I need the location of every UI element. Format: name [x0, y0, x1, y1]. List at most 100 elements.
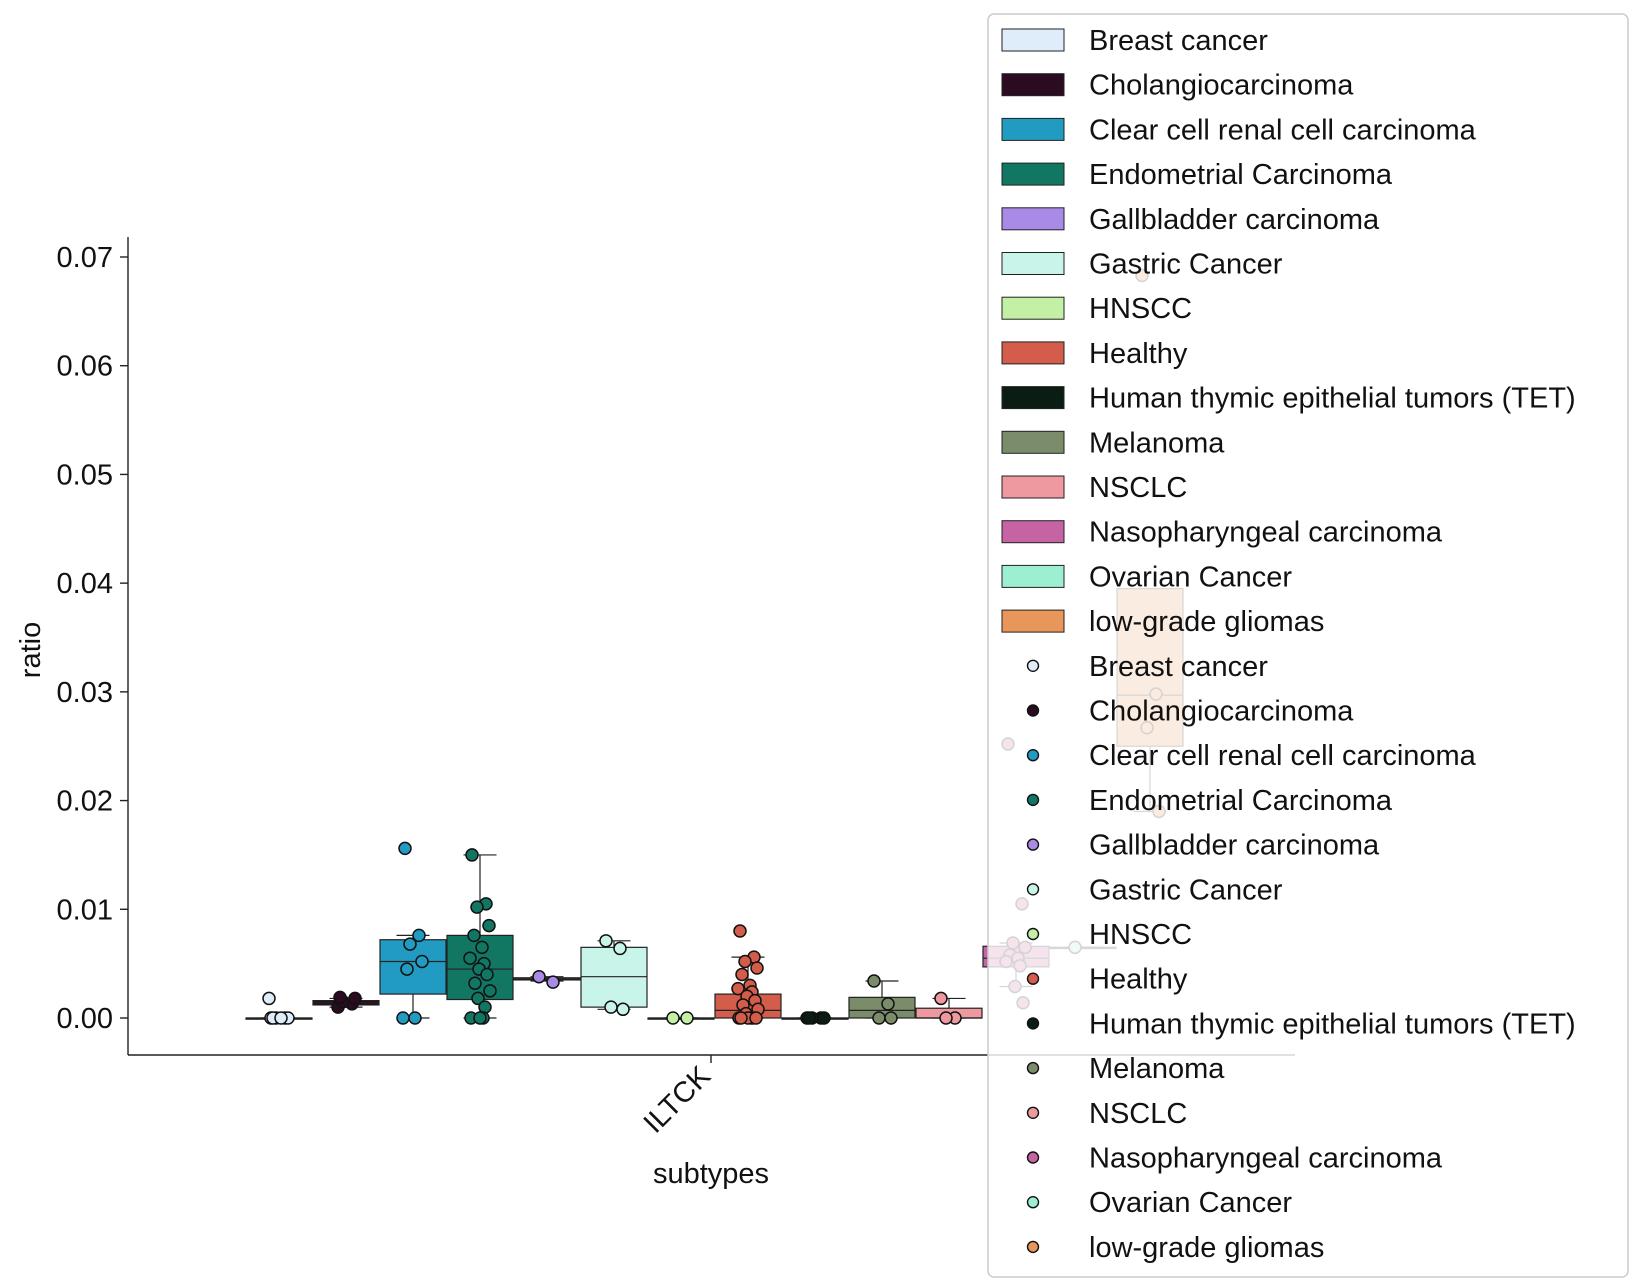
box-group	[580, 934, 648, 1017]
legend-patch	[1001, 430, 1065, 454]
legend-entry-label: Clear cell renal cell carcinoma	[1089, 740, 1477, 772]
legend-entry-label: low-grade gliomas	[1089, 1232, 1324, 1264]
x-tick-label: ILTCK	[638, 1060, 718, 1140]
data-point	[546, 975, 560, 989]
legend-entry-label: Nasopharyngeal carcinoma	[1089, 517, 1443, 549]
legend-entry-label: Endometrial Carcinoma	[1089, 159, 1393, 191]
legend-entry-label: Gallbladder carcinoma	[1089, 830, 1380, 862]
legend-marker	[1026, 1195, 1040, 1209]
data-point	[738, 954, 752, 969]
data-point	[532, 969, 546, 984]
legend-entry-label: Gastric Cancer	[1089, 249, 1283, 281]
box-group	[915, 991, 983, 1025]
box-group	[379, 841, 447, 1025]
data-point	[262, 991, 276, 1006]
legend-entry-label: HNSCC	[1089, 919, 1192, 951]
legend-marker	[1026, 704, 1040, 717]
legend-patch	[1001, 73, 1065, 97]
box-group	[781, 1011, 849, 1025]
data-point	[412, 928, 426, 943]
data-point	[398, 841, 412, 856]
legend-marker	[1026, 883, 1040, 896]
y-tick-label: 0.05	[57, 459, 113, 491]
legend-marker	[1026, 749, 1040, 762]
data-point	[465, 848, 479, 862]
data-point	[604, 1000, 618, 1014]
data-point	[616, 1002, 630, 1017]
legend-marker	[1026, 1240, 1040, 1254]
legend-marker	[1026, 1151, 1040, 1164]
data-point	[480, 967, 494, 982]
legend-marker	[1026, 972, 1040, 985]
data-point	[415, 954, 429, 969]
box-group	[446, 848, 514, 1025]
y-tick-label: 0.06	[57, 351, 113, 383]
legend-marker	[1026, 1106, 1040, 1120]
x-axis-label: subtypes	[653, 1158, 769, 1190]
legend-entry-label: Healthy	[1089, 338, 1188, 370]
legend-entry-label: HNSCC	[1089, 293, 1192, 325]
data-point	[750, 961, 764, 975]
legend-patch	[1001, 564, 1065, 588]
legend-entry-label: Human thymic epithelial tumors (TET)	[1089, 383, 1576, 415]
legend-patch	[1001, 28, 1065, 52]
y-tick-label: 0.02	[57, 786, 113, 818]
legend-entry-label: Nasopharyngeal carcinoma	[1089, 1143, 1443, 1175]
legend-entry-label: Ovarian Cancer	[1089, 1187, 1292, 1219]
legend-entry-label: NSCLC	[1089, 472, 1187, 504]
legend-marker	[1026, 927, 1040, 941]
data-point	[348, 991, 362, 1006]
y-tick-label: 0.03	[57, 677, 113, 709]
box-group	[513, 969, 581, 989]
box-group	[312, 990, 380, 1014]
legend-marker	[1026, 1061, 1040, 1075]
y-tick-label: 0.04	[57, 568, 113, 600]
legend-entry-label: Endometrial Carcinoma	[1089, 785, 1393, 817]
data-point	[463, 951, 477, 965]
data-point	[733, 924, 747, 938]
data-point	[471, 991, 485, 1006]
data-point	[817, 1011, 831, 1025]
data-point	[735, 967, 749, 982]
data-point	[749, 1011, 763, 1025]
legend-patch	[1001, 520, 1065, 544]
legend-patch	[1001, 207, 1065, 231]
legend-entry-label: Melanoma	[1089, 1053, 1225, 1085]
data-point	[872, 1011, 886, 1025]
legend-entry-label: Melanoma	[1089, 427, 1225, 459]
legend-marker	[1026, 838, 1040, 851]
box-group	[245, 991, 313, 1025]
legend-patch	[1001, 162, 1065, 186]
data-point	[599, 934, 613, 948]
legend-marker	[1026, 659, 1040, 672]
data-point	[680, 1011, 694, 1025]
legend-marker	[1026, 1017, 1040, 1030]
data-point	[468, 976, 482, 990]
data-point	[475, 940, 489, 955]
box-group	[647, 1011, 715, 1025]
legend-patch	[1001, 609, 1065, 633]
legend-patch	[1001, 475, 1065, 499]
data-point	[400, 962, 414, 976]
legend-entry-label: low-grade gliomas	[1089, 606, 1324, 638]
y-tick-label: 0.07	[57, 242, 113, 274]
data-point	[613, 941, 627, 956]
legend-entry-label: Healthy	[1089, 964, 1188, 996]
legend-entry-label: Breast cancer	[1089, 25, 1268, 57]
data-point	[403, 937, 417, 951]
data-point	[731, 981, 745, 996]
data-point	[881, 997, 895, 1011]
data-point	[470, 900, 484, 914]
data-point	[884, 1011, 898, 1025]
legend-entry-label: Cholangiocarcinoma	[1089, 70, 1354, 102]
y-axis-label: ratio	[15, 622, 47, 678]
legend-patch	[1001, 117, 1065, 141]
legend-entry-label: Clear cell renal cell carcinoma	[1089, 114, 1477, 146]
legend-patch	[1001, 386, 1065, 410]
data-point	[482, 918, 496, 933]
data-point	[734, 1011, 748, 1025]
legend-entry-label: Ovarian Cancer	[1089, 561, 1292, 593]
legend-patch	[1001, 341, 1065, 365]
data-point	[333, 990, 347, 1005]
